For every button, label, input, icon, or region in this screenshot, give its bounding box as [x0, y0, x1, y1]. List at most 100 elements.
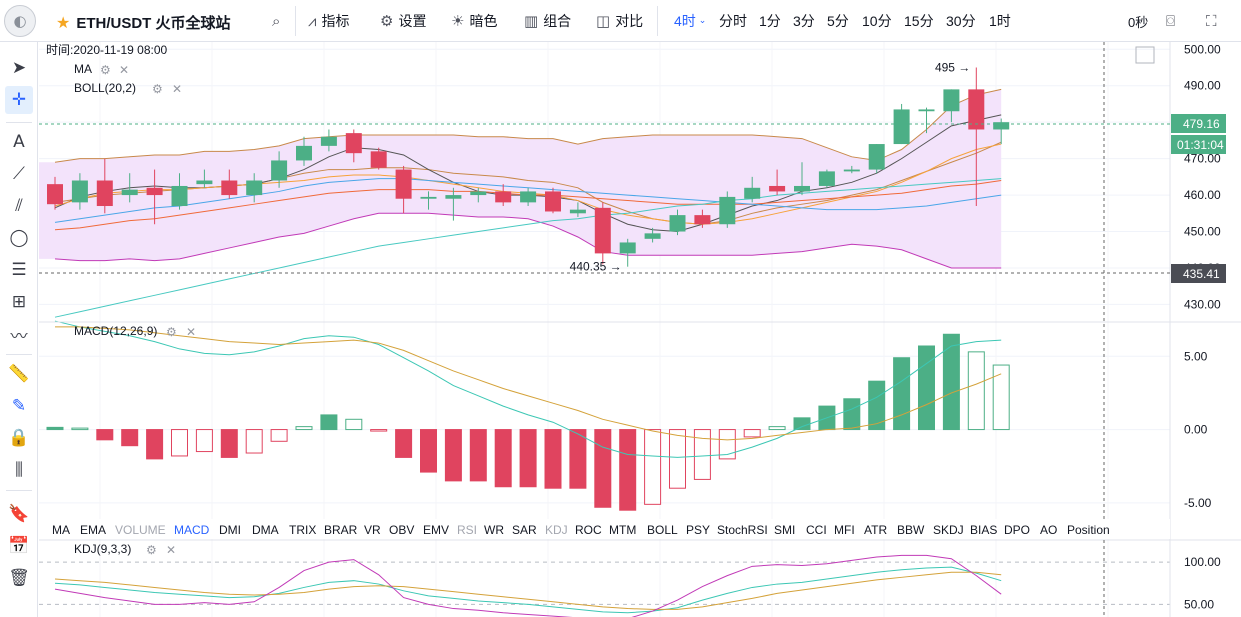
indicator-tab-stochrsi[interactable]: StochRSI: [717, 523, 768, 537]
interval-option[interactable]: 30分: [946, 13, 976, 29]
indicator-tab-boll[interactable]: BOLL: [647, 523, 678, 537]
crosshair-price-value: 435.41: [1183, 267, 1220, 281]
magnet-icon[interactable]: ⫼: [15, 460, 23, 480]
last-price-value: 479.16: [1183, 117, 1220, 131]
macd-bar: [270, 429, 288, 442]
screenshot-button[interactable]: ⌼: [1166, 0, 1175, 42]
indicator-tab-volume[interactable]: VOLUME: [115, 523, 166, 537]
indicator-tab-trix[interactable]: TRIX: [289, 523, 316, 537]
indicator-tab-brar[interactable]: BRAR: [324, 523, 358, 537]
indicator-tab-ao[interactable]: AO: [1040, 523, 1057, 537]
gear-icon[interactable]: ⚙: [146, 543, 157, 557]
axis-tick-label: 470.00: [1184, 152, 1221, 166]
interval-option[interactable]: 分时: [719, 13, 747, 29]
indicator-tab-bbw[interactable]: BBW: [897, 523, 925, 537]
horizontal-lines-icon[interactable]: ☰: [11, 260, 27, 280]
indicator-tab-ma[interactable]: MA: [52, 523, 70, 537]
macd-bar: [619, 429, 637, 511]
trend-line-icon[interactable]: ⟋: [13, 164, 25, 184]
indicator-tab-kdj[interactable]: KDJ: [545, 523, 568, 537]
indicator-tab-atr[interactable]: ATR: [864, 523, 887, 537]
layout-button[interactable]: ▥ 组合: [524, 0, 571, 42]
indicator-tab-roc[interactable]: ROC: [575, 523, 602, 537]
kdj-pane[interactable]: [54, 554, 1002, 617]
indicator-tab-bias[interactable]: BIAS: [970, 523, 997, 537]
gear-icon[interactable]: ⚙: [152, 82, 163, 96]
macd-bar: [843, 398, 861, 431]
fullscreen-button[interactable]: ⛶: [1206, 0, 1217, 42]
theme-button[interactable]: ☀ 暗色: [451, 0, 497, 42]
compare-button[interactable]: ◫ 对比: [596, 0, 643, 42]
indicator-tab-sar[interactable]: SAR: [512, 523, 537, 537]
price-pane[interactable]: 495 → 440.35 →: [39, 61, 1010, 318]
ellipse-icon[interactable]: ◯: [9, 228, 29, 248]
brush-icon[interactable]: ✎: [11, 396, 27, 416]
favorite-star-icon[interactable]: ★: [56, 13, 71, 32]
price-annotations: 495 → 440.35 →: [570, 61, 971, 274]
candle: [146, 169, 163, 225]
wave-pattern-icon[interactable]: 〰: [10, 326, 28, 347]
indicator-tab-psy[interactable]: PSY: [686, 523, 710, 537]
bookmark-icon[interactable]: 🔖: [8, 504, 30, 524]
search-button[interactable]: ⌕: [272, 0, 280, 42]
parallel-channel-icon[interactable]: ⫽: [15, 196, 23, 216]
macd-bar: [295, 426, 313, 431]
indicator-tab-emv[interactable]: EMV: [423, 523, 449, 537]
calendar-icon[interactable]: 📅: [8, 536, 30, 556]
candle-body: [594, 207, 611, 254]
indicator-tab-position[interactable]: Position: [1067, 523, 1110, 537]
indicator-tab-macd[interactable]: MACD: [174, 523, 210, 537]
indicator-tab-smi[interactable]: SMI: [774, 523, 795, 537]
kdj-axis[interactable]: 50.00 100.00: [1184, 555, 1221, 611]
lock-icon[interactable]: 🔒: [8, 428, 30, 448]
macd-bar: [992, 364, 1010, 431]
close-icon[interactable]: ✕: [119, 63, 129, 77]
macd-pane[interactable]: [46, 320, 1010, 511]
settings-button[interactable]: ⚙ 设置: [380, 0, 426, 42]
indicator-tab-vr[interactable]: VR: [364, 523, 381, 537]
candle-body: [221, 180, 238, 196]
close-icon[interactable]: ✕: [186, 325, 196, 339]
indicator-tab-rsi[interactable]: RSI: [457, 523, 477, 537]
interval-option[interactable]: 10分: [862, 13, 892, 29]
interval-option[interactable]: 5分: [827, 13, 849, 29]
indicator-tab-cci[interactable]: CCI: [806, 523, 827, 537]
grid-tool-icon[interactable]: ⊞: [11, 292, 27, 312]
close-icon[interactable]: ✕: [172, 82, 182, 96]
macd-bar: [370, 429, 388, 432]
interval-option[interactable]: 1时: [989, 13, 1011, 29]
indicator-tab-obv[interactable]: OBV: [389, 523, 414, 537]
indicator-tab-skdj[interactable]: SKDJ: [933, 523, 964, 537]
indicator-tab-dma[interactable]: DMA: [252, 523, 279, 537]
interval-option[interactable]: 15分: [904, 13, 934, 29]
indicator-tab-dpo[interactable]: DPO: [1004, 523, 1030, 537]
macd-axis[interactable]: -5.00 0.00 5.00: [1184, 349, 1212, 510]
text-tool-icon[interactable]: A: [13, 132, 25, 152]
gear-icon[interactable]: ⚙: [100, 63, 111, 77]
close-icon[interactable]: ✕: [166, 543, 176, 557]
indicator-tab-mfi[interactable]: MFI: [834, 523, 855, 537]
maximize-pane-icon[interactable]: [1135, 46, 1155, 64]
cursor-arrow-icon[interactable]: ➤: [11, 58, 27, 78]
last-price-tag: [1171, 114, 1226, 133]
candle: [221, 169, 238, 199]
indicator-tab-ema[interactable]: EMA: [80, 523, 106, 537]
indicator-tab-mtm[interactable]: MTM: [609, 523, 636, 537]
trash-icon[interactable]: 🗑: [8, 568, 30, 588]
indicators-button[interactable]: ⩘ 指标: [308, 0, 349, 42]
candle-body: [545, 191, 561, 212]
candle-body: [246, 180, 263, 196]
indicator-tab-dmi[interactable]: DMI: [219, 523, 241, 537]
axis-tick-label: 50.00: [1184, 597, 1214, 611]
candle: [918, 107, 935, 134]
candle-body: [818, 171, 835, 186]
crosshair-icon[interactable]: ✛: [5, 86, 33, 114]
ruler-icon[interactable]: 📏: [8, 364, 30, 384]
interval-selector[interactable]: 4时 ⌄: [674, 0, 706, 42]
gear-icon[interactable]: ⚙: [166, 325, 177, 339]
interval-option[interactable]: 1分: [759, 13, 781, 29]
indicator-tab-wr[interactable]: WR: [484, 523, 504, 537]
symbol-selector[interactable]: ★ ETH/USDT 火币全球站: [56, 12, 231, 33]
interval-option[interactable]: 3分: [793, 13, 815, 29]
